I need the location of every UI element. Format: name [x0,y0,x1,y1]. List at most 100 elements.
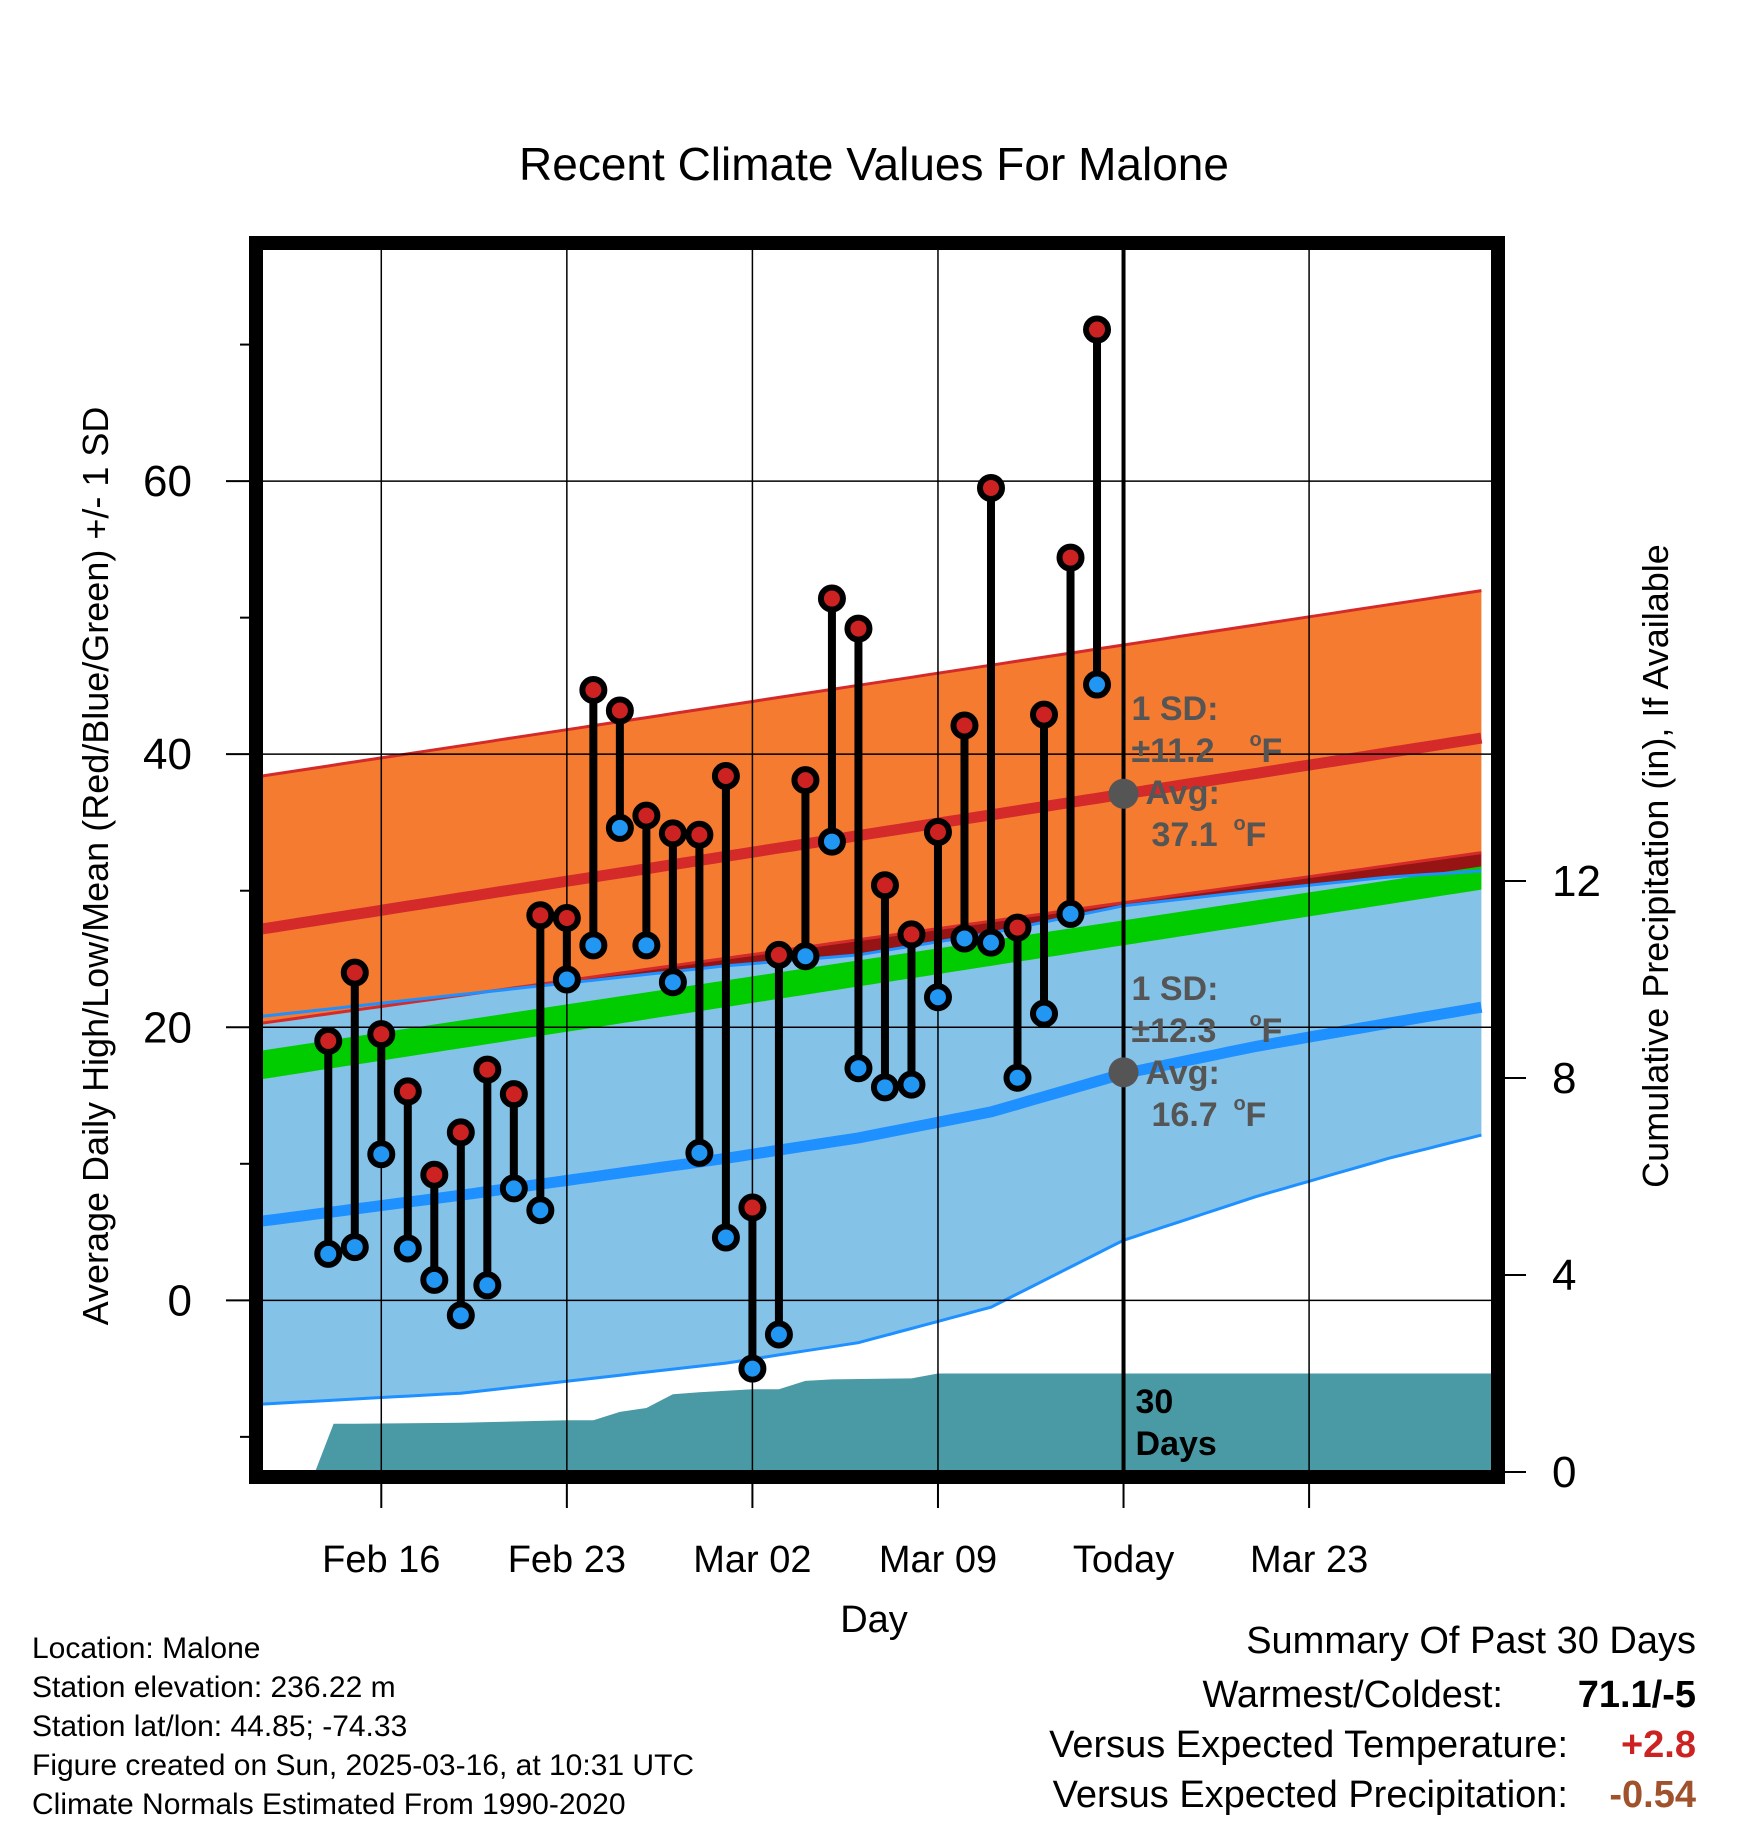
normal-low-upper-line [262,869,1482,1018]
high-note-avg-value: 37.1 [1152,816,1218,854]
normal-high-upper-line [262,589,1482,778]
daily-low-point [579,931,608,960]
daily-high-point [420,1160,449,1189]
daily-high-point [1056,543,1085,572]
x-tick-label: Today [1073,1539,1174,1581]
daily-high-point [579,676,608,705]
y2-axis-label: Cumulative Precipitation (in), If Availa… [1635,544,1676,1188]
daily-high-point [1030,700,1059,729]
daily-high-point [499,1080,528,1109]
y2-tick-label: 12 [1552,857,1601,906]
high-note-avg-label: Avg: [1146,774,1220,812]
daily-high-point [632,801,661,830]
y2-tick-label: 0 [1552,1448,1576,1497]
daily-low-point [446,1301,475,1330]
daily-high-point [605,696,634,725]
location-text: Location: Malone [32,1632,261,1665]
daily-low-point [393,1234,422,1263]
daily-low-point [685,1138,714,1167]
daily-low-point [844,1054,873,1083]
precip-label-line2: Days [1136,1425,1217,1463]
daily-low-point [314,1239,343,1268]
daily-high-point [340,958,369,987]
daily-low-point [499,1174,528,1203]
daily-low-point [605,813,634,842]
precip-label-line1: 30 [1136,1383,1174,1421]
precipitation-area [315,1373,1492,1471]
daily-high-point [923,818,952,847]
y2-tick-label: 8 [1552,1054,1576,1103]
plot-frame [249,236,1505,1484]
daily-high-point [1083,315,1112,344]
daily-high-point [658,819,687,848]
elevation-text: Station elevation: 236.22 m [32,1671,396,1704]
y-tick-label: 60 [143,457,192,506]
daily-high-point [870,871,899,900]
daily-high-point [1003,913,1032,942]
x-axis-label: Day [840,1599,908,1641]
daily-high-point [446,1118,475,1147]
summary-row-precip: Versus Expected Precipitation: [1052,1774,1568,1816]
summary-value-warmest: 71.1/-5 [1577,1674,1696,1716]
low-note-sd-label: 1 SD: [1132,970,1219,1008]
normal-high-mean-line [262,732,1483,935]
daily-high-point [844,614,873,643]
today-low-normal-marker [1108,1057,1139,1088]
daily-high-point [552,904,581,933]
x-tick-label: Mar 23 [1250,1539,1368,1581]
daily-low-point [950,924,979,953]
daily-low-point [526,1196,555,1225]
y-tick-label: 0 [168,1276,192,1325]
daily-low-point [976,928,1005,957]
normal-low-lower-line [262,1133,1482,1406]
daily-low-point [1083,670,1112,699]
summary-row-temp: Versus Expected Temperature: [1049,1724,1568,1766]
chart-title: Recent Climate Values For Malone [519,138,1229,190]
daily-high-point [950,711,979,740]
daily-low-point [340,1233,369,1262]
daily-high-point [473,1055,502,1084]
daily-high-point [314,1026,343,1055]
daily-high-point [367,1020,396,1049]
daily-low-point [738,1354,767,1383]
summary-value-temp: +2.8 [1620,1724,1696,1766]
high-note-sd-value: ±11.2 [1132,732,1215,770]
daily-high-point [738,1193,767,1222]
daily-high-point [764,940,793,969]
low-note-avg-unit: F [1246,1096,1267,1134]
daily-high-point [526,901,555,930]
daily-low-point [1030,999,1059,1028]
low-note-sd-unit: F [1262,1012,1283,1050]
daily-high-point [393,1077,422,1106]
today-high-normal-marker [1108,778,1139,809]
daily-low-point [1056,899,1085,928]
station-info: Location: Malone Station elevation: 236.… [32,1629,694,1824]
daily-low-point [473,1271,502,1300]
daily-high-point [976,473,1005,502]
y2-tick-label: 4 [1552,1251,1576,1300]
daily-low-point [1003,1063,1032,1092]
daily-high-point [685,820,714,849]
daily-high-point [711,762,740,791]
y-axis-label: Average Daily High/Low/Mean (Red/Blue/Gr… [75,407,116,1326]
daily-low-point [658,968,687,997]
x-tick-label: Mar 02 [693,1539,811,1581]
daily-low-point [711,1223,740,1252]
low-note-avg-value: 16.7 [1152,1096,1218,1134]
created-text: Figure created on Sun, 2025-03-16, at 10… [32,1749,695,1782]
y-tick-label: 20 [143,1003,192,1052]
y-tick-label: 40 [143,730,192,779]
daily-low-point [764,1320,793,1349]
daily-high-point [817,584,846,613]
normals-text: Climate Normals Estimated From 1990-2020 [32,1788,626,1821]
low-note-avg-degree: o [1234,1093,1246,1115]
summary-value-precip: -0.54 [1609,1774,1696,1816]
daily-high-point [791,766,820,795]
daily-low-point [632,931,661,960]
normal-low-mean-line [262,1001,1483,1227]
x-tick-label: Feb 16 [322,1539,440,1581]
high-note-sd-degree: o [1250,729,1262,751]
x-tick-label: Feb 23 [508,1539,626,1581]
x-tick-label: Mar 09 [879,1539,997,1581]
